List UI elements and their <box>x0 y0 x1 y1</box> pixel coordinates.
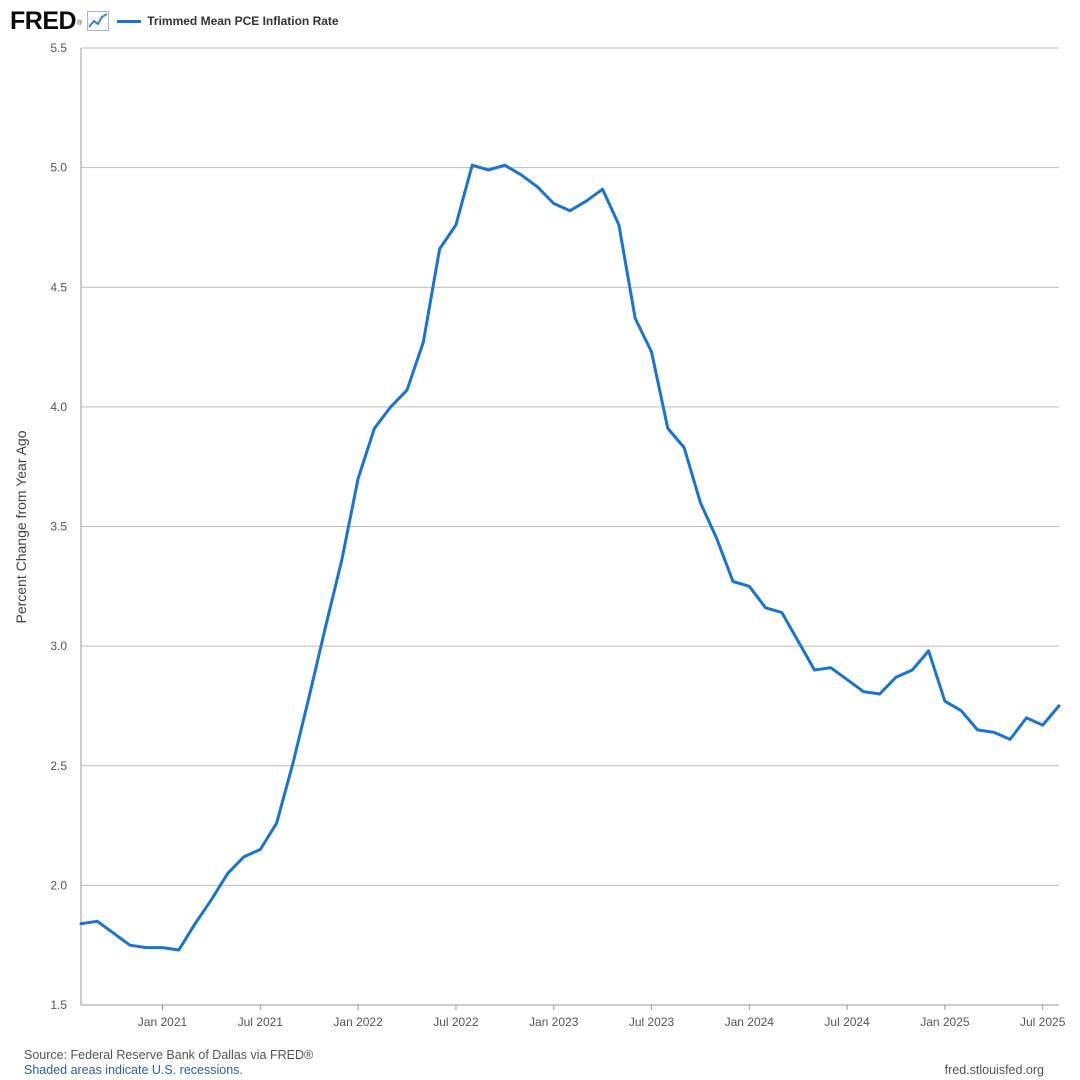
y-tick-label: 3.0 <box>50 639 67 653</box>
x-tick-labels: Jan 2021 Jul 2021 Jan 2022 Jul 2022 Jan 2023… <box>138 1005 1066 1029</box>
chart-footer: Source: Federal Reserve Bank of Dallas v… <box>24 1048 313 1078</box>
y-tick-label: 4.5 <box>50 280 67 294</box>
x-tick-label: Jul 2023 <box>629 1015 675 1029</box>
chart-header: FRED ® Trimmed Mean PCE Inflation Rate <box>10 6 339 36</box>
y-tick-label: 4.0 <box>50 400 67 414</box>
x-tick-label: Jul 2022 <box>433 1015 479 1029</box>
y-tick-label: 5.5 <box>50 41 67 55</box>
site-url[interactable]: fred.stlouisfed.org <box>944 1063 1044 1077</box>
axes <box>80 48 1059 1006</box>
x-tick-label: Jan 2021 <box>138 1015 188 1029</box>
x-tick-label: Jul 2024 <box>824 1015 870 1029</box>
legend-label: Trimmed Mean PCE Inflation Rate <box>147 14 339 28</box>
x-tick-label: Jul 2025 <box>1020 1015 1066 1029</box>
fred-logo-text: FRED <box>10 6 77 35</box>
series-layer <box>79 163 1061 952</box>
y-tick-label: 1.5 <box>50 998 67 1012</box>
x-tick-label: Jul 2021 <box>238 1015 284 1029</box>
y-tick-label: 2.5 <box>50 759 67 773</box>
source-note: Source: Federal Reserve Bank of Dallas v… <box>24 1048 314 1062</box>
chart-legend: Trimmed Mean PCE Inflation Rate <box>117 14 339 28</box>
y-axis-title: Percent Change from Year Ago <box>13 430 29 623</box>
registered-mark: ® <box>77 19 83 27</box>
y-tick-labels: 1.5 2.0 2.5 3.0 3.5 4.0 4.5 5.0 5.5 <box>50 41 67 1012</box>
y-tick-label: 2.0 <box>50 878 67 892</box>
line-chart-icon <box>87 11 110 31</box>
x-tick-label: Jan 2022 <box>333 1015 383 1029</box>
recession-note[interactable]: Shaded areas indicate U.S. recessions. <box>24 1063 243 1077</box>
series-line <box>79 163 1061 952</box>
legend-swatch <box>117 19 142 23</box>
y-tick-label: 5.0 <box>50 161 67 175</box>
grid-lines <box>81 47 1059 886</box>
x-tick-label: Jan 2025 <box>920 1015 970 1029</box>
y-tick-label: 3.5 <box>50 520 67 534</box>
fred-logo[interactable]: FRED ® <box>10 6 110 35</box>
x-tick-label: Jan 2024 <box>725 1015 775 1029</box>
x-tick-label: Jan 2023 <box>529 1015 579 1029</box>
